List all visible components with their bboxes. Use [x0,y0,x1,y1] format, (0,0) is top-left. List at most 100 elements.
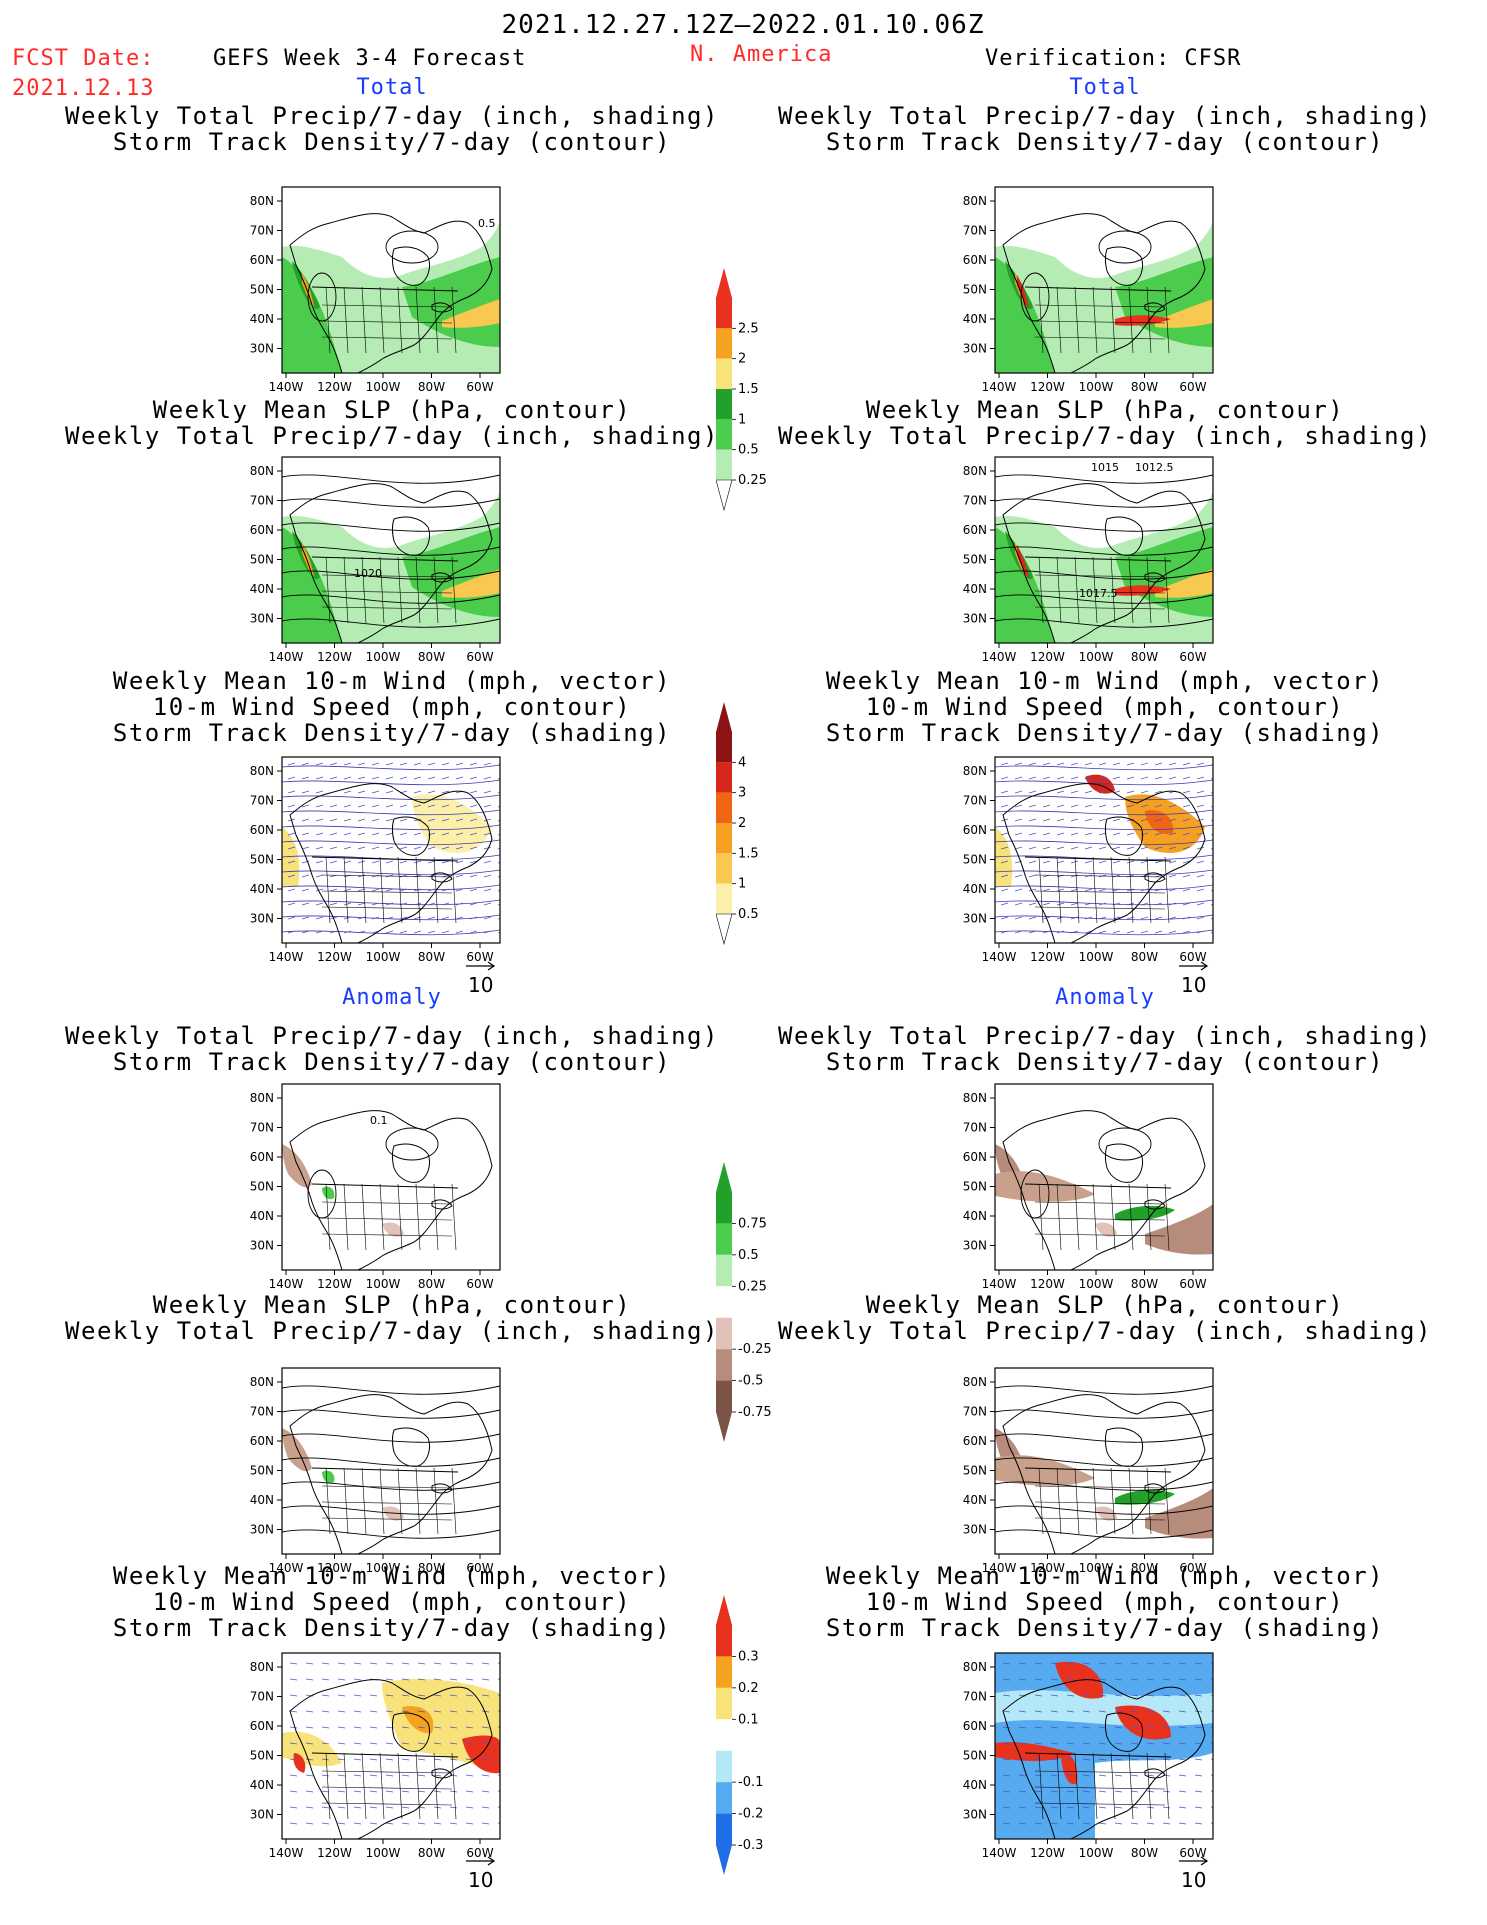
wind-vector [1178,1742,1187,1745]
wind-vector [399,804,408,808]
wind-vector [455,860,464,864]
state-border [379,286,385,354]
slp-contour [995,1481,1213,1491]
wind-vector [321,1806,330,1809]
wind-vector [315,762,324,766]
panel-title-line: Weekly Total Precip/7-day (inch, shading… [778,422,1432,450]
wind-vector [417,1758,426,1761]
wind-vector [1002,1726,1011,1729]
colorbar-label: 1.5 [738,382,759,397]
wind-vector [449,1694,458,1697]
wind-vector [1082,1742,1091,1745]
wind-vector [455,776,464,780]
wind-vector [1182,846,1191,850]
lat-label: 60N [963,253,987,267]
wind-vector [1126,930,1135,934]
lat-label: 30N [250,1239,274,1253]
state-border [1092,1183,1098,1251]
wind-vector [449,1662,458,1665]
wind-vector [1194,1790,1203,1793]
wind-vector [329,860,338,864]
wind-vector [481,1726,490,1729]
wind-vector [449,1758,458,1761]
vector-ref-arrowhead [1200,1856,1209,1866]
wind-vector [483,930,492,934]
slp-contour [282,498,500,508]
wind-vector [1194,1758,1203,1761]
wind-vector [497,932,500,934]
wind-vector [1162,1758,1171,1761]
wind-vector [469,846,478,850]
wind-vector [455,902,464,906]
wind-speed-contour [995,839,1213,846]
wind-vector [481,1742,490,1745]
lat-label: 30N [250,1808,274,1822]
state-border [1110,1752,1116,1820]
wind-vector [401,1822,410,1825]
wind-vector [289,1806,298,1809]
wind-vector [417,1790,426,1793]
wind-vector [357,762,366,766]
panel-title-line: Storm Track Density/7-day (contour) [825,1048,1385,1076]
state-border [325,286,331,354]
wind-vector [329,762,338,766]
wind-vector [287,790,296,794]
wind-vector [497,1694,500,1696]
wind-vector [1002,1806,1011,1809]
state-border [1128,1467,1134,1535]
colorbar-segment [716,823,732,854]
lon-label: 80W [1131,1846,1158,1860]
wind-vector [497,1774,500,1776]
wind-vector [1014,762,1023,766]
wind-vector [357,902,366,906]
wind-vector [441,762,450,766]
hudson-bay-outline [1105,1427,1144,1467]
state-border [397,1183,403,1251]
state-border [379,1752,385,1820]
colorbar-segment [716,389,732,420]
wind-vector [287,832,296,836]
map-anom-wind-forecast: 80N 70N 60N 50N 40N 30N 140W 120W 100W 80W 60W [230,1652,508,1873]
wind-vector [287,902,296,906]
wind-vector [1194,1726,1203,1729]
wind-vector [1034,1742,1043,1745]
state-border [1074,1752,1080,1820]
wind-vector [385,1726,394,1729]
wind-speed-contour [995,914,1213,921]
wind-vector [1082,1806,1091,1809]
wind-vector [455,874,464,878]
lat-label: 40N [250,1209,274,1223]
wind-vector [1182,916,1191,920]
slp-contour [282,1529,500,1539]
wind-vector [433,1822,442,1825]
wind-vector [1140,860,1149,864]
wind-speed-contour [282,884,500,891]
wind-vector [1140,902,1149,906]
lon-label: 140W [269,1277,304,1291]
wind-vector [1014,804,1023,808]
wind-vector [401,1742,410,1745]
wind-vector [1114,1774,1123,1777]
colorbar-segment [716,883,732,914]
wind-vector [1042,888,1051,892]
wind-vector [287,776,296,780]
lon-label: 100W [366,1846,401,1860]
wind-vector [305,1710,314,1713]
wind-vector [343,762,352,766]
wind-vector [305,1790,314,1793]
wind-vector [369,1806,378,1809]
wind-vector [1182,874,1191,878]
lat-label: 70N [250,794,274,808]
wind-vector [353,1758,362,1761]
precip-neg-anomaly-west [282,1144,312,1188]
wind-vector [385,846,394,850]
lat-label: 80N [963,194,987,208]
wind-vector [1210,820,1213,822]
map-anom-precip-verif: 80N 70N 60N 50N 40N 30N 140W 120W 100W 80W 60W [943,1083,1221,1304]
vector-ref-anom-verif: 10 [1175,1855,1215,1901]
lon-label: 100W [366,950,401,964]
map-total-precip-verif: 80N 70N 60N 50N 40N 30N 140W 120W 100W 80W 60W [943,186,1221,407]
state-border [361,1183,367,1251]
colorbar-top-arrow [716,1162,732,1192]
lat-label: 30N [963,1808,987,1822]
